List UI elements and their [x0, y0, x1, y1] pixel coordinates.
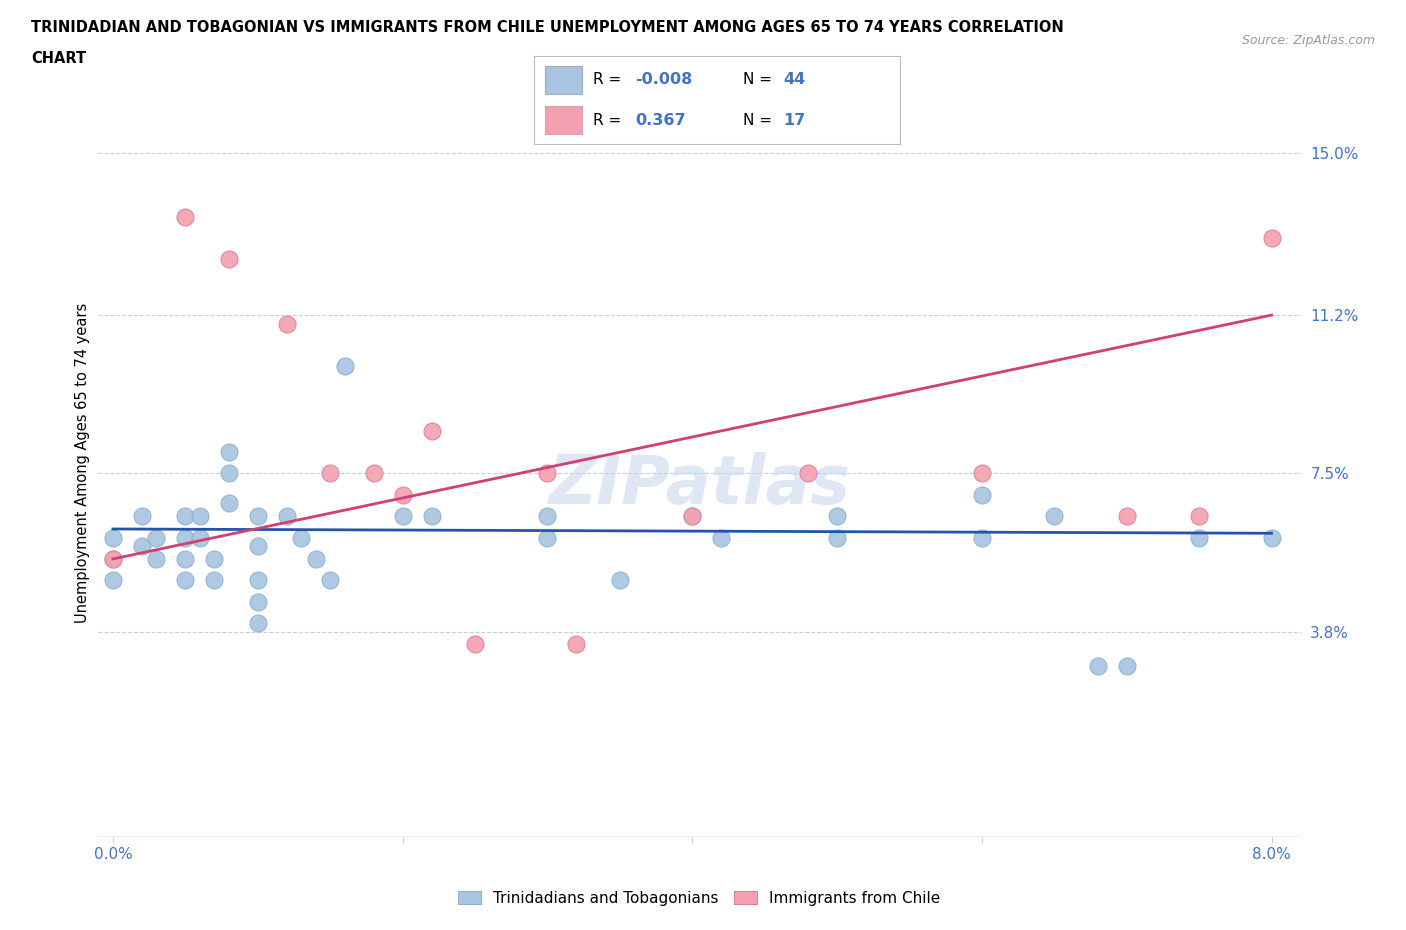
Point: [1115, 658, 1137, 673]
Point: [825, 509, 848, 524]
Point: [565, 637, 588, 652]
Point: [536, 466, 558, 481]
Point: [131, 538, 153, 553]
Point: [246, 573, 269, 588]
Point: [363, 466, 385, 481]
Point: [420, 423, 443, 438]
Point: [1188, 509, 1211, 524]
Point: [145, 530, 167, 545]
Text: R =: R =: [593, 73, 626, 87]
Point: [218, 496, 240, 511]
Point: [101, 573, 124, 588]
Point: [681, 509, 703, 524]
Text: Source: ZipAtlas.com: Source: ZipAtlas.com: [1241, 34, 1375, 47]
Point: [202, 573, 225, 588]
Text: N =: N =: [742, 73, 776, 87]
Text: -0.008: -0.008: [636, 73, 692, 87]
Point: [174, 209, 197, 224]
Text: R =: R =: [593, 113, 626, 127]
Point: [174, 509, 197, 524]
Point: [290, 530, 312, 545]
Point: [1260, 231, 1282, 246]
Point: [202, 551, 225, 566]
Point: [305, 551, 328, 566]
Point: [101, 551, 124, 566]
Text: N =: N =: [742, 113, 776, 127]
Point: [1188, 530, 1211, 545]
Point: [188, 509, 211, 524]
Point: [319, 573, 342, 588]
Point: [333, 359, 356, 374]
Point: [174, 551, 197, 566]
Text: 17: 17: [783, 113, 806, 127]
Text: TRINIDADIAN AND TOBAGONIAN VS IMMIGRANTS FROM CHILE UNEMPLOYMENT AMONG AGES 65 T: TRINIDADIAN AND TOBAGONIAN VS IMMIGRANTS…: [31, 20, 1064, 35]
Point: [131, 509, 153, 524]
Point: [536, 530, 558, 545]
Point: [319, 466, 342, 481]
FancyBboxPatch shape: [546, 106, 582, 135]
Point: [188, 530, 211, 545]
Text: CHART: CHART: [31, 51, 86, 66]
Point: [218, 445, 240, 459]
Point: [101, 530, 124, 545]
Point: [218, 252, 240, 267]
Point: [218, 466, 240, 481]
Text: 0.367: 0.367: [636, 113, 686, 127]
Point: [681, 509, 703, 524]
Point: [1087, 658, 1109, 673]
Point: [797, 466, 820, 481]
Text: ZIPatlas: ZIPatlas: [548, 452, 851, 518]
Point: [710, 530, 733, 545]
Point: [145, 551, 167, 566]
Y-axis label: Unemployment Among Ages 65 to 74 years: Unemployment Among Ages 65 to 74 years: [75, 302, 90, 623]
Point: [1043, 509, 1066, 524]
Point: [970, 466, 993, 481]
Point: [1260, 530, 1282, 545]
Point: [246, 616, 269, 631]
FancyBboxPatch shape: [546, 65, 582, 94]
Text: 44: 44: [783, 73, 806, 87]
Point: [276, 316, 298, 331]
Point: [174, 573, 197, 588]
Point: [246, 594, 269, 609]
Point: [970, 487, 993, 502]
Point: [391, 509, 413, 524]
Point: [970, 530, 993, 545]
Point: [536, 509, 558, 524]
Point: [609, 573, 631, 588]
Point: [246, 509, 269, 524]
Point: [464, 637, 486, 652]
Point: [420, 509, 443, 524]
Point: [101, 551, 124, 566]
Point: [246, 538, 269, 553]
Legend: Trinidadians and Tobagonians, Immigrants from Chile: Trinidadians and Tobagonians, Immigrants…: [453, 884, 946, 911]
Point: [1115, 509, 1137, 524]
Point: [174, 530, 197, 545]
Point: [276, 509, 298, 524]
Point: [391, 487, 413, 502]
Point: [825, 530, 848, 545]
